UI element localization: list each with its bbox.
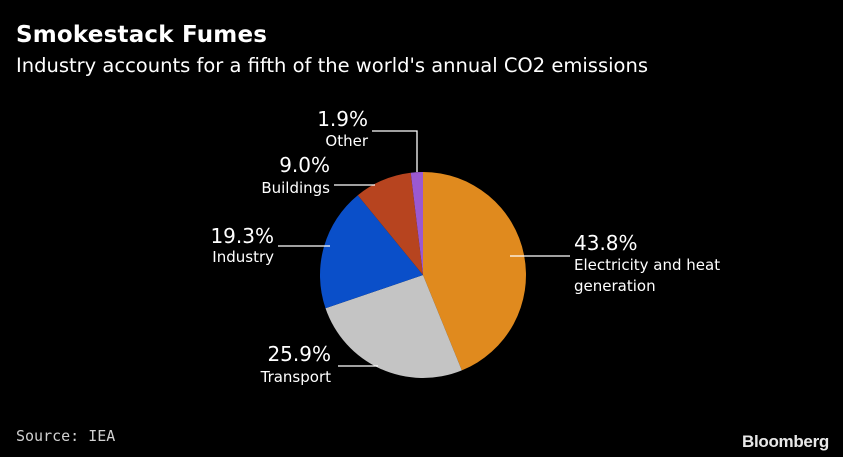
pie-slices (319, 171, 526, 378)
category-label-electricity: Electricity and heat (574, 256, 720, 274)
value-label-buildings: 9.0% (279, 153, 330, 177)
pie-slice-buildings (357, 172, 423, 275)
category-label-other: Other (325, 132, 368, 150)
value-label-industry: 19.3% (210, 224, 274, 248)
value-label-other: 1.9% (317, 107, 368, 131)
category-label-transport: Transport (260, 368, 332, 386)
value-label-transport: 25.9% (267, 342, 331, 366)
pie-slice-electricity (423, 172, 526, 371)
pie-slice-transport (325, 275, 462, 378)
leader-line-other (372, 130, 418, 172)
category-label-buildings: Buildings (261, 179, 330, 197)
bloomberg-logo: Bloomberg (741, 432, 829, 451)
pie-slice-other (410, 171, 423, 275)
pie-slice-industry (319, 195, 423, 309)
category-label-industry: Industry (212, 248, 274, 266)
value-label-electricity: 43.8% (574, 231, 638, 255)
slice-labels: 43.8%Electricity and heat generation 25.9%… (210, 107, 720, 386)
category-label-electricity: generation (574, 277, 656, 295)
chart-subtitle: Industry accounts for a fifth of the wor… (16, 54, 648, 77)
leader-lines (278, 130, 570, 367)
chart-title: Smokestack Fumes (16, 22, 268, 48)
source-note: Source: IEA (16, 427, 116, 445)
